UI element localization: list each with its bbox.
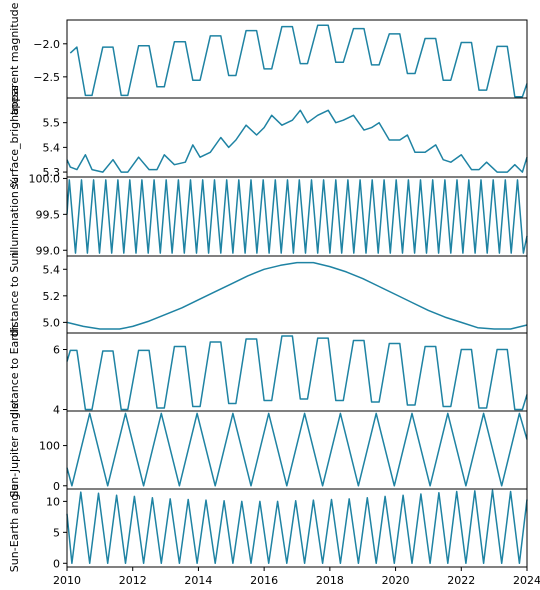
panel-4: 5.0 5.2 5.4 distance to Sun bbox=[8, 252, 528, 338]
y-tick-label: 99.5 bbox=[36, 208, 61, 221]
y-axis-label: Sun-Earth angle bbox=[8, 484, 21, 573]
y-tick-label: 4 bbox=[53, 404, 60, 417]
y-axis-label: distance to Sun bbox=[8, 252, 21, 338]
series-line-panel-4 bbox=[66, 261, 528, 330]
series-line-panel-5 bbox=[66, 335, 528, 411]
x-tick-label: 2012 bbox=[119, 574, 147, 587]
series-line-panel-6 bbox=[66, 412, 528, 487]
y-tick-label: −2.0 bbox=[33, 38, 60, 51]
y-axis-label: surface_brightness bbox=[8, 85, 21, 189]
x-tick-label: 2014 bbox=[184, 574, 212, 587]
y-tick-label: 100.0 bbox=[29, 172, 61, 185]
y-tick-label: 5.0 bbox=[43, 316, 61, 329]
y-tick-label: 5 bbox=[53, 526, 60, 539]
x-axis: 2010 2012 2014 2016 2018 2020 2022 2024 bbox=[53, 567, 540, 587]
series-line-panel-1 bbox=[69, 24, 528, 98]
x-tick-label: 2018 bbox=[316, 574, 344, 587]
x-tick-label: 2022 bbox=[447, 574, 475, 587]
y-tick-label: 0 bbox=[53, 557, 60, 570]
y-axis-label: Sun-Jupiter angle bbox=[8, 402, 21, 498]
y-tick-label: −2.5 bbox=[33, 71, 60, 84]
panel-6: 0 100 Sun-Jupiter angle bbox=[8, 402, 528, 498]
y-tick-label: 10 bbox=[46, 495, 60, 508]
y-tick-label: 5.4 bbox=[43, 263, 61, 276]
x-tick-label: 2016 bbox=[250, 574, 278, 587]
series-line-panel-7 bbox=[66, 489, 528, 565]
y-tick-label: 5.2 bbox=[43, 290, 61, 303]
panel-3: 99.0 99.5 100.0 illumination % bbox=[8, 172, 528, 257]
x-tick-label: 2010 bbox=[53, 574, 81, 587]
x-tick-label: 2020 bbox=[382, 574, 410, 587]
y-axis-label: distance to Earth bbox=[8, 325, 21, 419]
y-axis-label: apparent magnitude bbox=[8, 2, 21, 115]
panel-7: 0 5 10 Sun-Earth angle bbox=[8, 484, 528, 573]
axes-frame-panel-7 bbox=[66, 488, 528, 568]
y-tick-label: 6 bbox=[53, 344, 60, 357]
y-tick-label: 0 bbox=[53, 480, 60, 493]
panels: −2.0 −2.5 apparent magnitude 5.3 5.4 5.5 surfa… bbox=[8, 2, 528, 573]
y-tick-label: 99.0 bbox=[36, 244, 61, 257]
panel-2: 5.3 5.4 5.5 surface_brightness bbox=[8, 85, 528, 190]
y-tick-label: 5.4 bbox=[43, 141, 61, 154]
y-tick-label: 100 bbox=[39, 440, 60, 453]
x-tick-label: 2024 bbox=[513, 574, 540, 587]
y-tick-label: 5.5 bbox=[43, 117, 61, 130]
series-line-panel-2 bbox=[66, 109, 528, 173]
series-line-panel-3 bbox=[66, 179, 528, 254]
y-tick-label: 5.3 bbox=[43, 166, 61, 179]
y-axis-label: illumination % bbox=[8, 177, 21, 256]
